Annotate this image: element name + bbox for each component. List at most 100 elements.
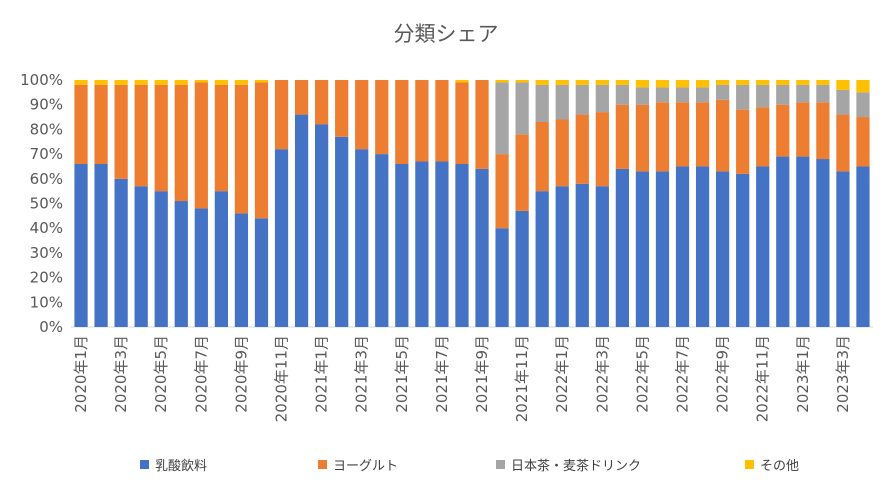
stacked-bar-chart: 0% 10% 20% 30% 40% 50% 60% 70% 80% 90% 100% 2020年1… [20,71,873,422]
bar-segment [415,80,429,162]
legend-label: その他 [760,459,800,474]
bar-segment [555,80,569,85]
bar-segment [234,84,249,214]
bar-segment [555,119,569,187]
bar-segment [495,228,509,327]
bar-segment [134,186,148,327]
bar-segment [796,156,810,327]
bar-segment [575,114,589,184]
bar-segment [274,80,289,150]
bar-segment [836,171,850,327]
bar-segment [535,80,549,85]
bar-segment [575,80,589,85]
x-tick-label: 2023年1月 [794,335,812,413]
bar-segment [375,80,389,155]
bar-segment [234,213,249,327]
bar-segment [756,80,770,85]
bar-segment [254,80,269,83]
bar-segment [174,80,188,85]
y-tick-label: 60% [30,170,63,188]
bar-segment [635,87,650,105]
bar-segment [856,166,870,327]
bar-segment [856,117,870,167]
y-tick-label: 0% [39,318,63,336]
bar-segment [515,82,529,135]
x-tick-label: 2021年11月 [513,335,531,422]
bar-segment [655,80,670,88]
bar-segment [194,208,208,327]
legend-item: 日本茶・麦茶ドリンク [496,455,641,474]
x-tick-label: 2021年3月 [353,335,371,413]
bar-segment [575,84,589,115]
bar-segment [555,186,569,327]
bar-segment [515,80,529,83]
x-tick-label: 2020年1月 [72,335,90,413]
bar-segment [856,80,870,93]
bar-segment [495,154,509,229]
bar-segment [435,161,449,327]
x-tick-label: 2020年11月 [273,335,291,422]
bar-segment [495,80,509,83]
x-tick-label: 2022年11月 [754,335,772,422]
bar-segment [736,173,750,327]
bar-segment [675,166,690,327]
bar-segment [655,102,670,172]
legend-item: 乳酸飲料 [140,455,207,474]
bar-segment [816,80,830,85]
bar-segment [74,84,88,164]
bar-segment [816,84,830,103]
bar-segment [796,80,810,85]
bar-segment [515,134,529,211]
y-tick-label: 10% [30,293,63,311]
bar-segment [776,84,790,105]
bar-segment [134,80,148,85]
bar-segment [736,109,750,174]
bar-segment [716,84,730,100]
bar-segment [194,80,208,83]
x-tick-label: 2022年7月 [674,335,692,413]
bar-segment [635,104,650,172]
bar-segment [796,102,810,157]
x-tick-label: 2020年5月 [152,335,170,413]
bar-segment [134,84,148,187]
bar-segment [174,84,188,202]
bar-segment [595,186,609,327]
bar-segment [355,149,369,327]
bar-segment [234,80,249,85]
legend-item: その他 [745,455,799,474]
bar-segment [335,136,349,327]
y-tick-label: 40% [30,219,63,237]
bar-segment [395,163,409,327]
bar-segment [174,201,188,327]
legend-label: 日本茶・麦茶ドリンク [511,459,642,474]
bar-segment [675,102,690,167]
bar-segment [315,124,329,328]
x-tick-label: 2023年3月 [834,335,852,413]
bar-segment [635,80,650,88]
bar-segment [114,84,128,179]
bar-segment [555,84,569,120]
bar-segment [575,183,589,327]
bar-segment [836,114,850,172]
y-tick-label: 80% [30,120,63,138]
bar-segment [395,80,409,164]
bar-segment [595,112,609,187]
bar-segment [615,104,629,169]
bar-segment [535,191,549,327]
legend-swatch [140,460,149,469]
bar-segment [114,178,128,327]
y-tick-label: 20% [30,269,63,287]
x-tick-label: 2022年3月 [593,335,611,413]
x-tick-label: 2020年9月 [232,335,250,413]
legend-swatch [496,460,505,469]
bar-segment [695,87,710,103]
bar-segment [756,166,770,327]
bar-segment [214,191,228,327]
bar-segment [154,191,168,327]
legend-swatch [745,460,754,469]
bar-segment [756,107,770,167]
x-tick-label: 2021年5月 [393,335,411,413]
bar-segment [716,80,730,85]
legend-swatch [318,460,327,469]
x-tick-label: 2021年9月 [473,335,491,413]
